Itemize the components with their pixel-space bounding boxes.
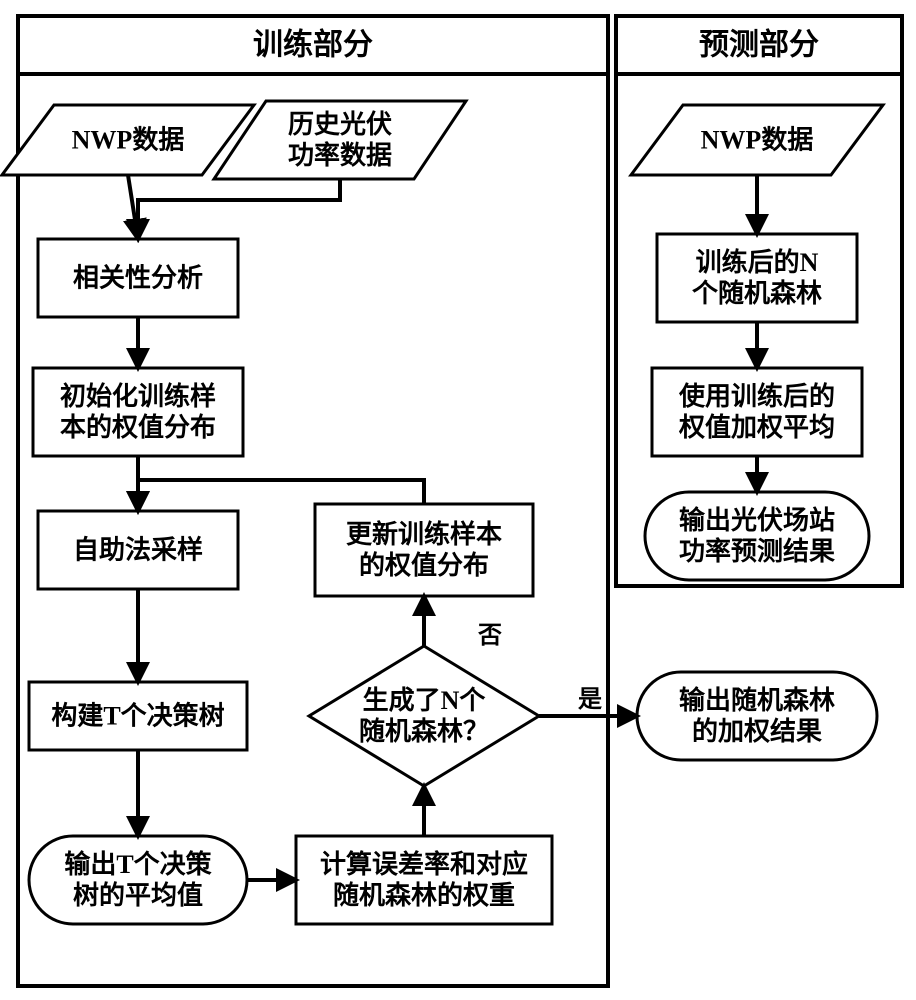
node-nwp2: NWP数据 — [631, 105, 883, 175]
node-update-line0: 更新训练样本 — [346, 519, 502, 549]
node-hist-line1: 功率数据 — [288, 140, 392, 170]
node-update: 更新训练样本的权值分布 — [315, 504, 533, 596]
node-nwp1: NWP数据 — [2, 105, 254, 175]
node-avgT-line0: 输出T个决策 — [64, 849, 211, 879]
prediction-panel-title: 预测部分 — [699, 28, 819, 62]
node-avgT-line1: 树的平均值 — [73, 880, 203, 910]
node-outPV-line1: 功率预测结果 — [679, 536, 835, 566]
node-bootstrap-line0: 自助法采样 — [73, 535, 203, 565]
node-decision-line0: 生成了N个 — [363, 686, 487, 715]
node-decision-line1: 随机森林？ — [359, 716, 489, 746]
node-outWeighted: 输出随机森林的加权结果 — [637, 672, 877, 760]
node-wAvg: 使用训练后的权值加权平均 — [652, 368, 862, 456]
node-calcErr: 计算误差率和对应随机森林的权重 — [296, 836, 552, 924]
node-calcErr-line1: 随机森林的权重 — [333, 880, 515, 910]
node-hist: 历史光伏功率数据 — [214, 101, 466, 179]
node-hist-line0: 历史光伏 — [288, 110, 392, 139]
node-corr: 相关性分析 — [38, 239, 238, 317]
training-panel-title: 训练部分 — [253, 28, 373, 62]
node-nwp2-line0: NWP数据 — [701, 126, 814, 155]
node-avgT: 输出T个决策树的平均值 — [29, 836, 247, 924]
edge-label-decision-update: 否 — [477, 623, 502, 649]
node-init-line1: 本的权值分布 — [60, 412, 216, 442]
node-outWeighted-line1: 的加权结果 — [692, 716, 822, 746]
node-outPV-line0: 输出光伏场站 — [679, 505, 835, 535]
node-bootstrap: 自助法采样 — [38, 511, 238, 589]
node-update-line1: 的权值分布 — [359, 550, 489, 580]
node-buildT: 构建T个决策树 — [29, 682, 247, 750]
node-calcErr-line0: 计算误差率和对应 — [320, 849, 528, 879]
node-wAvg-line1: 权值加权平均 — [678, 413, 835, 442]
node-nwp1-line0: NWP数据 — [72, 126, 185, 155]
node-init: 初始化训练样本的权值分布 — [33, 368, 243, 456]
flowchart-diagram: 训练部分预测部分NWP数据历史光伏功率数据相关性分析初始化训练样本的权值分布自助… — [0, 0, 916, 1000]
node-trainedN: 训练后的N个随机森林 — [657, 234, 857, 322]
node-corr-line0: 相关性分析 — [73, 264, 203, 293]
node-trainedN-line1: 个随机森林 — [692, 278, 822, 308]
node-decision: 生成了N个随机森林？ — [309, 646, 539, 786]
node-outWeighted-line0: 输出随机森林 — [679, 685, 835, 715]
edge-label-decision-outWeighted: 是 — [578, 687, 602, 713]
node-buildT-line0: 构建T个决策树 — [51, 701, 224, 731]
node-init-line0: 初始化训练样 — [60, 381, 216, 411]
edge-hist-corr — [138, 179, 340, 239]
node-wAvg-line0: 使用训练后的 — [678, 381, 835, 411]
node-trainedN-line0: 训练后的N — [696, 247, 819, 277]
node-outPV: 输出光伏场站功率预测结果 — [645, 492, 869, 580]
